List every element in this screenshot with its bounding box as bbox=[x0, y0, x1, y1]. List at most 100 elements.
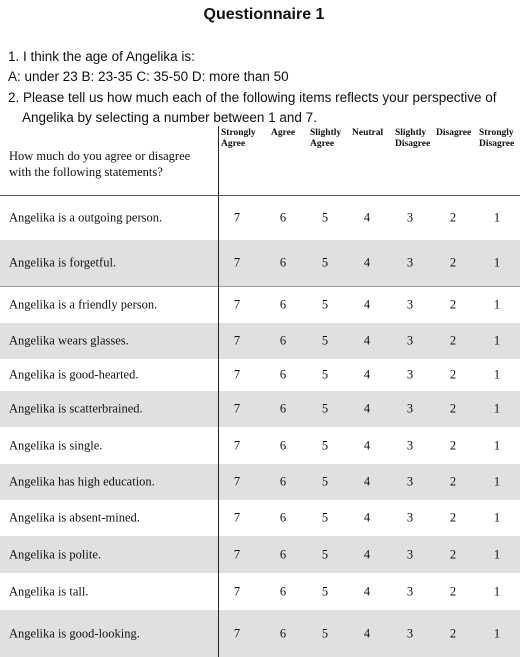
rating-option-6[interactable]: 6 bbox=[279, 210, 287, 225]
table-row: Angelika is single. 7 6 5 4 3 2 1 bbox=[0, 427, 520, 464]
questionnaire-title: Questionnaire 1 bbox=[203, 6, 325, 23]
table-row: Angelika is forgetful. 7 6 5 4 3 2 1 bbox=[0, 240, 520, 286]
rating-option-4[interactable]: 4 bbox=[363, 474, 371, 489]
rating-option-3[interactable]: 3 bbox=[406, 584, 414, 598]
statement-text: Angelika is scatterbrained. bbox=[9, 401, 143, 416]
rating-option-2[interactable]: 2 bbox=[449, 333, 457, 348]
rating-option-1[interactable]: 1 bbox=[493, 297, 501, 311]
scale-header-1: Strongly Disagree bbox=[479, 128, 514, 150]
rating-option-5[interactable]: 5 bbox=[321, 401, 329, 416]
table-question-header-line-1: How much do you agree or disagree bbox=[9, 149, 191, 163]
rating-option-4[interactable]: 4 bbox=[363, 438, 371, 452]
rating-option-5[interactable]: 5 bbox=[321, 474, 329, 489]
scale-header-4: Neutral bbox=[352, 128, 383, 139]
rating-option-4[interactable]: 4 bbox=[363, 210, 371, 225]
rating-option-6[interactable]: 6 bbox=[279, 333, 287, 348]
rating-option-7[interactable]: 7 bbox=[233, 210, 241, 225]
rating-option-3[interactable]: 3 bbox=[406, 401, 414, 416]
rating-option-4[interactable]: 4 bbox=[363, 584, 371, 598]
rating-option-3[interactable]: 3 bbox=[406, 297, 414, 311]
rating-option-6[interactable]: 6 bbox=[279, 547, 287, 561]
table-divider-vertical bbox=[218, 126, 219, 657]
rating-option-2[interactable]: 2 bbox=[449, 367, 457, 382]
rating-option-7[interactable]: 7 bbox=[233, 626, 241, 640]
rating-option-3[interactable]: 3 bbox=[406, 367, 414, 382]
rating-option-1[interactable]: 1 bbox=[493, 510, 501, 525]
rating-option-4[interactable]: 4 bbox=[363, 367, 371, 382]
rating-option-1[interactable]: 1 bbox=[493, 401, 501, 416]
rating-option-5[interactable]: 5 bbox=[321, 367, 329, 382]
rating-option-7[interactable]: 7 bbox=[233, 297, 241, 311]
rating-option-6[interactable]: 6 bbox=[279, 255, 287, 270]
rating-option-2[interactable]: 2 bbox=[449, 547, 457, 561]
table-row: Angelika is good-hearted. 7 6 5 4 3 2 1 bbox=[0, 359, 520, 391]
rating-option-7[interactable]: 7 bbox=[233, 367, 241, 382]
rating-option-2[interactable]: 2 bbox=[449, 510, 457, 525]
rating-option-4[interactable]: 4 bbox=[363, 297, 371, 311]
rating-option-5[interactable]: 5 bbox=[321, 584, 329, 598]
rating-option-1[interactable]: 1 bbox=[493, 474, 501, 489]
rating-option-4[interactable]: 4 bbox=[363, 626, 371, 640]
rating-option-3[interactable]: 3 bbox=[406, 626, 414, 640]
rating-option-7[interactable]: 7 bbox=[233, 584, 241, 598]
rating-option-7[interactable]: 7 bbox=[233, 333, 241, 348]
rating-option-1[interactable]: 1 bbox=[493, 367, 501, 382]
rating-option-1[interactable]: 1 bbox=[493, 438, 501, 452]
rating-option-5[interactable]: 5 bbox=[321, 333, 329, 348]
rating-option-3[interactable]: 3 bbox=[406, 510, 414, 525]
rating-option-5[interactable]: 5 bbox=[321, 297, 329, 311]
rating-option-3[interactable]: 3 bbox=[406, 255, 414, 270]
rating-option-7[interactable]: 7 bbox=[233, 401, 241, 416]
rating-option-1[interactable]: 1 bbox=[493, 547, 501, 561]
rating-option-3[interactable]: 3 bbox=[406, 547, 414, 561]
rating-option-2[interactable]: 2 bbox=[449, 626, 457, 640]
rating-table: How much do you agree or disagree with t… bbox=[0, 126, 520, 657]
rating-option-4[interactable]: 4 bbox=[363, 255, 371, 270]
statement-text: Angelika is good-hearted. bbox=[9, 367, 139, 382]
rating-option-6[interactable]: 6 bbox=[279, 438, 287, 452]
rating-option-2[interactable]: 2 bbox=[449, 438, 457, 452]
rating-option-4[interactable]: 4 bbox=[363, 547, 371, 561]
rating-option-4[interactable]: 4 bbox=[363, 510, 371, 525]
rating-option-2[interactable]: 2 bbox=[449, 401, 457, 416]
rating-option-3[interactable]: 3 bbox=[406, 333, 414, 348]
rating-option-1[interactable]: 1 bbox=[493, 333, 501, 348]
rating-option-3[interactable]: 3 bbox=[406, 438, 414, 452]
rating-option-5[interactable]: 5 bbox=[321, 547, 329, 561]
rating-option-2[interactable]: 2 bbox=[449, 297, 457, 311]
rating-option-3[interactable]: 3 bbox=[406, 474, 414, 489]
rating-option-6[interactable]: 6 bbox=[279, 297, 287, 311]
rating-option-6[interactable]: 6 bbox=[279, 367, 287, 382]
rating-option-1[interactable]: 1 bbox=[493, 210, 501, 225]
rating-option-6[interactable]: 6 bbox=[279, 510, 287, 525]
rating-option-1[interactable]: 1 bbox=[493, 584, 501, 598]
rating-option-7[interactable]: 7 bbox=[233, 438, 241, 452]
rating-option-4[interactable]: 4 bbox=[363, 401, 371, 416]
rating-option-6[interactable]: 6 bbox=[279, 584, 287, 598]
rating-option-5[interactable]: 5 bbox=[321, 626, 329, 640]
scale-header-line-1: Strongly bbox=[479, 128, 514, 138]
rating-option-5[interactable]: 5 bbox=[321, 210, 329, 225]
rating-option-2[interactable]: 2 bbox=[449, 474, 457, 489]
rating-option-5[interactable]: 5 bbox=[321, 438, 329, 452]
statement-text: Angelika wears glasses. bbox=[9, 333, 129, 348]
rating-option-7[interactable]: 7 bbox=[233, 255, 241, 270]
rating-option-1[interactable]: 1 bbox=[493, 255, 501, 270]
rating-option-7[interactable]: 7 bbox=[233, 474, 241, 489]
rating-option-2[interactable]: 2 bbox=[449, 255, 457, 270]
rating-option-7[interactable]: 7 bbox=[233, 547, 241, 561]
table-row: Angelika has high education. 7 6 5 4 3 2 1 bbox=[0, 464, 520, 500]
rating-option-4[interactable]: 4 bbox=[363, 333, 371, 348]
rating-option-7[interactable]: 7 bbox=[233, 510, 241, 525]
rating-option-5[interactable]: 5 bbox=[321, 255, 329, 270]
rating-option-1[interactable]: 1 bbox=[493, 626, 501, 640]
rating-option-2[interactable]: 2 bbox=[449, 584, 457, 598]
rating-option-6[interactable]: 6 bbox=[279, 474, 287, 489]
rating-option-2[interactable]: 2 bbox=[449, 210, 457, 225]
statement-text: Angelika is a friendly person. bbox=[9, 297, 158, 311]
rating-option-6[interactable]: 6 bbox=[279, 401, 287, 416]
rating-option-3[interactable]: 3 bbox=[406, 210, 414, 225]
statement-text: Angelika is absent-mined. bbox=[9, 510, 140, 525]
rating-option-6[interactable]: 6 bbox=[279, 626, 287, 640]
rating-option-5[interactable]: 5 bbox=[321, 510, 329, 525]
